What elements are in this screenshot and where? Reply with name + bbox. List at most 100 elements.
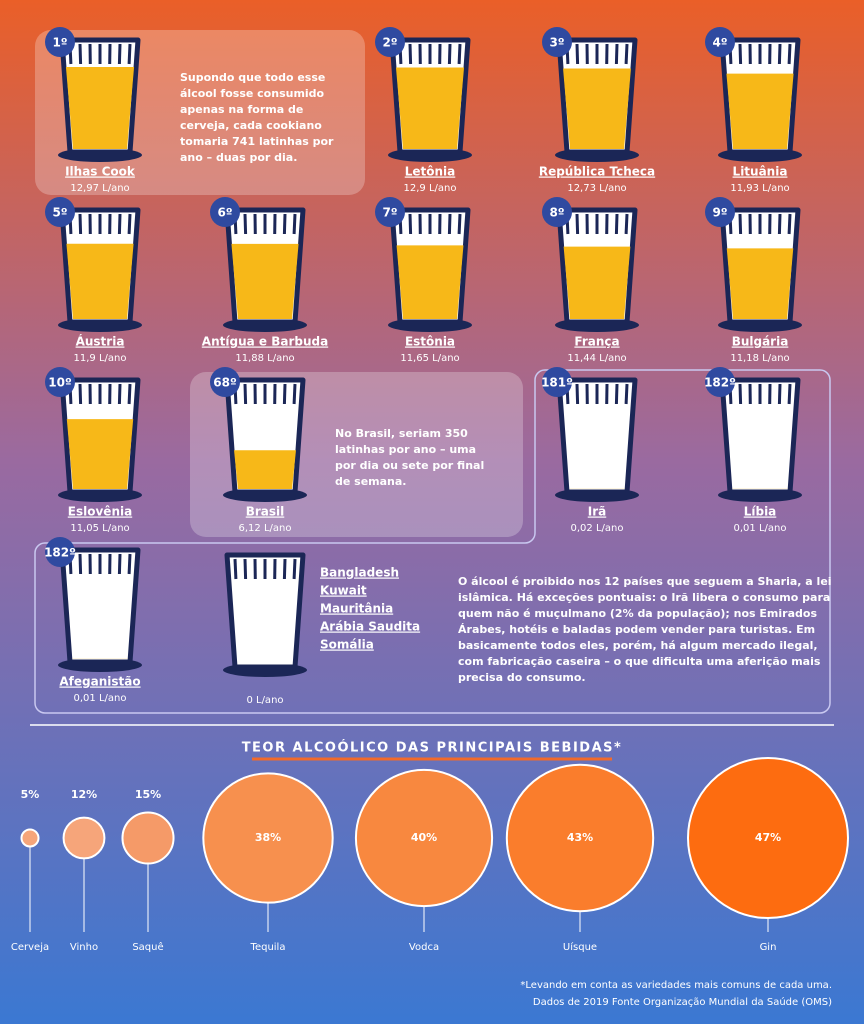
glass [719, 377, 801, 495]
beer-fill [66, 243, 134, 319]
glass-ridge [457, 43, 462, 65]
beer-fill [66, 419, 134, 489]
rank-badge [705, 27, 735, 57]
glass-ridge [575, 383, 580, 405]
rank: 8º [549, 206, 564, 220]
note-line: islâmica. Há exceções pontuais: o Irã li… [458, 591, 830, 604]
country-value: 11,05 L/ano [70, 523, 129, 534]
beer-fill [65, 67, 135, 149]
country-value: 11,18 L/ano [730, 353, 789, 364]
glass-ridge [447, 43, 452, 65]
glass-ridge [243, 383, 248, 405]
drink-name: Cerveja [11, 942, 49, 953]
glass-ridge [777, 43, 782, 65]
rank: 68º [213, 376, 237, 390]
bubble-label: 15% [135, 788, 161, 801]
rank-badge [45, 197, 75, 227]
glass-ridge [624, 213, 629, 235]
country-name name: Letônia [405, 165, 456, 179]
rank-badge [210, 367, 240, 397]
glass-ridge [614, 383, 619, 405]
drink-name: Gin [760, 942, 777, 953]
glass-ridge [738, 213, 743, 235]
bubble [687, 757, 849, 919]
country-name: Somália [320, 638, 374, 652]
beer-fill [231, 243, 299, 319]
glass-ridge [292, 558, 297, 580]
rank-badge [45, 537, 75, 567]
note-line: No Brasil, seriam 350 [335, 427, 468, 440]
bubble [62, 816, 106, 860]
glass-ridge [282, 383, 287, 405]
country-name name: França [574, 335, 619, 349]
glass-ridge [777, 383, 782, 405]
note-line: basicamente todos eles, porém, há algum … [458, 639, 818, 652]
drink-name: Vodca [409, 942, 439, 953]
rank-badge [45, 27, 75, 57]
rank-badge [705, 367, 735, 397]
beer-fill [563, 68, 631, 149]
glass [556, 377, 638, 495]
bubble [354, 768, 494, 908]
drink-name: Saquê [132, 941, 163, 953]
country-name name: Antígua e Barbuda [202, 335, 328, 349]
drink-name: Vinho [70, 942, 98, 953]
bubble-label: 47% [755, 831, 781, 844]
country-value: 6,12 L/ano [239, 523, 292, 534]
glass-ridge [243, 213, 248, 235]
country-name name: Irã [588, 505, 606, 519]
glass-ridge [408, 213, 413, 235]
note-line: O álcool é proibido nos 12 países que se… [458, 575, 832, 588]
zero-value: 0 L/ano [246, 695, 283, 706]
note-line: precisa do consumo. [458, 671, 586, 684]
rank-badge [542, 27, 572, 57]
rank-badge [45, 367, 75, 397]
rank: 2º [382, 36, 397, 50]
beer-fill [726, 248, 794, 319]
drink-name: Uísque [563, 941, 597, 953]
glass [224, 552, 306, 670]
country-value: 0,02 L/ano [571, 523, 624, 534]
country-name name: Ilhas Cook [65, 165, 136, 179]
country-name: Mauritânia [320, 602, 393, 616]
country-name name: Estônia [405, 335, 455, 349]
glass [59, 547, 141, 665]
note-line: por dia ou sete por final [335, 459, 484, 472]
rank-badge [375, 197, 405, 227]
note-line: com fabricação caseira – o que dificulta… [458, 655, 821, 668]
rank: 3º [549, 36, 564, 50]
bubble-label: 5% [21, 788, 40, 801]
glass-ridge [787, 43, 792, 65]
glass-ridge [282, 558, 287, 580]
bubble-label: 12% [71, 788, 97, 801]
glass-ridge [575, 213, 580, 235]
country-name: Arábia Saudita [320, 620, 420, 634]
note-line: Supondo que todo esse [180, 71, 325, 84]
glass-ridge [78, 383, 83, 405]
glass-ridge [738, 383, 743, 405]
glass-ridge [624, 383, 629, 405]
glass-ridge [78, 553, 83, 575]
note-line: quem não é muçulmano (2% da população); … [458, 607, 817, 620]
glass-ridge [117, 213, 122, 235]
bubble-label: 40% [411, 831, 437, 844]
glass-ridge [233, 558, 238, 580]
glass-ridge [117, 43, 122, 65]
section-title: TEOR ALCOÓLICO DAS PRINCIPAIS BEBIDAS* [242, 740, 623, 756]
glass-ridge [624, 43, 629, 65]
rank-badge [375, 27, 405, 57]
bubble-label: 43% [567, 831, 593, 844]
country-value: 11,65 L/ano [400, 353, 459, 364]
country-value: 11,9 L/ano [74, 353, 127, 364]
country-name name: Líbia [744, 505, 777, 519]
country-value: 0,01 L/ano [734, 523, 787, 534]
glass-ridge [127, 213, 132, 235]
glass-ridge [738, 43, 743, 65]
rank: 4º [712, 36, 727, 50]
country-name name: República Tcheca [539, 165, 655, 179]
glass-ridge [292, 213, 297, 235]
note-line: tomaria 741 latinhas por [180, 135, 334, 148]
drink-name: Tequila [250, 942, 286, 953]
